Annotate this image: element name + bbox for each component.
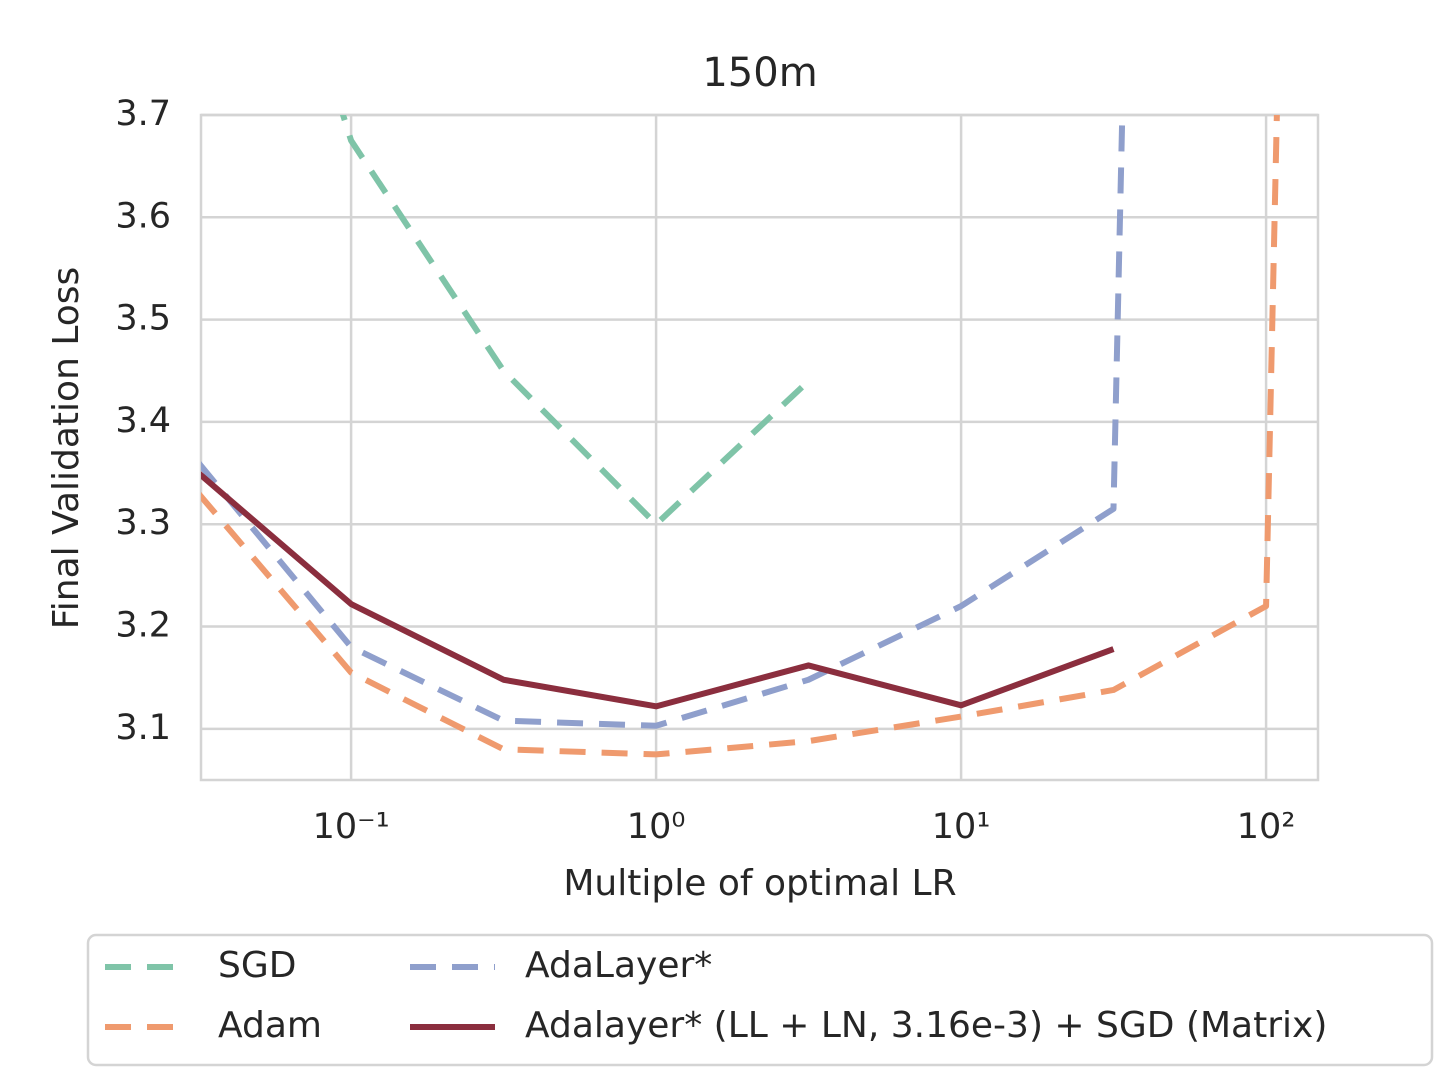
y-tick-label: 3.1 <box>115 708 171 748</box>
series-line <box>339 115 811 528</box>
chart-title: 150m <box>702 50 817 96</box>
x-tick-label: 10¹ <box>932 807 991 847</box>
legend-label: AdaLayer* <box>525 945 712 986</box>
x-tick-label: 10² <box>1237 807 1296 847</box>
y-tick-label: 3.2 <box>115 606 171 646</box>
y-tick-label: 3.5 <box>115 299 171 339</box>
legend-label: SGD <box>218 945 296 986</box>
y-tick-label: 3.6 <box>115 196 171 236</box>
x-axis-label: Multiple of optimal LR <box>563 863 956 904</box>
series-line <box>201 115 1280 758</box>
series-line <box>201 471 1115 710</box>
legend-label: Adam <box>218 1005 322 1046</box>
x-tick-label: 10⁻¹ <box>313 807 390 847</box>
y-tick-label: 3.3 <box>115 503 171 543</box>
series-line <box>201 115 1126 729</box>
plot-frame <box>199 113 1320 782</box>
y-tick-label: 3.7 <box>115 94 171 134</box>
plot-area <box>201 115 1280 758</box>
y-tick-label: 3.4 <box>115 401 171 441</box>
y-axis-label: Final Validation Loss <box>46 267 87 630</box>
x-tick-label: 10⁰ <box>627 807 686 847</box>
legend-label: Adalayer* (LL + LN, 3.16e-3) + SGD (Matr… <box>525 1005 1327 1046</box>
